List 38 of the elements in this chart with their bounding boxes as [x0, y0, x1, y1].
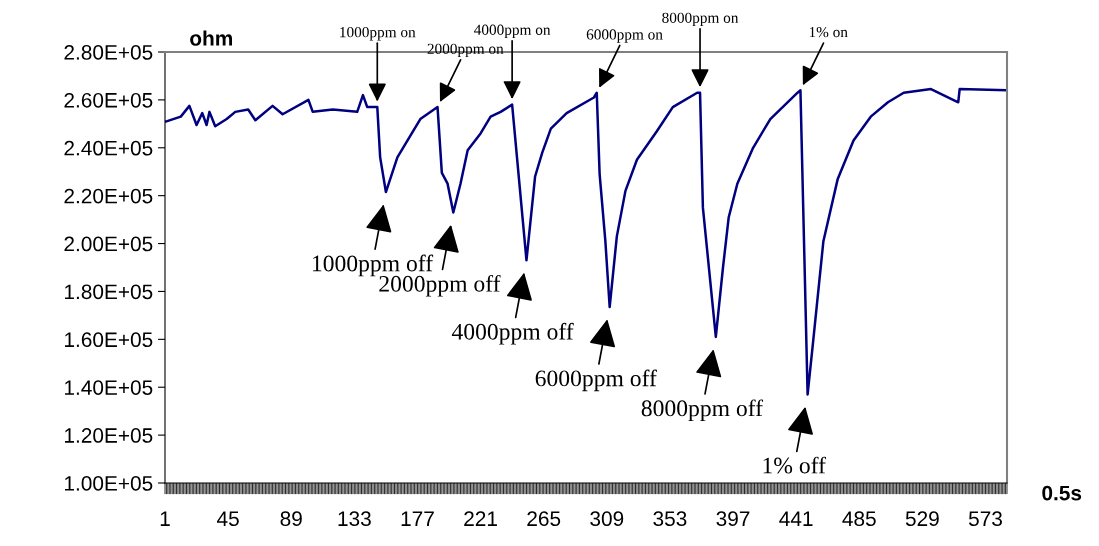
x-tick-label: 529 [905, 511, 939, 527]
x-tick-label: 265 [527, 511, 561, 527]
x-tick-label: 1 [160, 511, 170, 526]
annotation: 4000ppm on [474, 24, 551, 39]
y-tick-label: 1.60E+05 [65, 332, 153, 348]
line-series [165, 87, 1007, 396]
annotation: 1% off [763, 456, 826, 474]
x-tick-label: 177 [401, 511, 434, 526]
y-tick-label: 1.40E+05 [65, 380, 153, 395]
y-tick-label: 2.80E+05 [64, 45, 153, 60]
x-tick-label: 309 [590, 511, 624, 527]
x-tick-label: 573 [968, 511, 1002, 527]
x-tick-label: 89 [280, 511, 302, 527]
annotation: 6000ppm off [535, 369, 657, 392]
x-tick-label: 441 [779, 511, 813, 526]
annotation: 8000ppm on [662, 12, 739, 27]
annotation: 1000ppm on [340, 26, 416, 41]
annotation: 2000ppm on [427, 43, 504, 58]
y-tick-label: 2.40E+05 [64, 140, 153, 156]
y-tick-label: 2.60E+05 [64, 92, 153, 108]
annotation: 1% on [809, 26, 848, 38]
y-tick-label: 2.20E+05 [64, 188, 153, 204]
y-tick-label: 1.00E+05 [65, 476, 153, 491]
x-tick-label: 353 [653, 511, 687, 527]
x-tick-label: 45 [217, 511, 239, 527]
annotation: 4000ppm off [451, 322, 574, 345]
y-tick-label: 2.00E+05 [64, 236, 153, 252]
x-tick-label: 485 [842, 511, 876, 527]
x-tick-label: 133 [338, 511, 371, 527]
annotation: 2000ppm off [379, 274, 501, 297]
annotation: 8000ppm off [641, 399, 764, 422]
y-tick-label: 1.20E+05 [65, 428, 153, 443]
y-axis-title: ohm [190, 30, 233, 46]
x-tick-label: 397 [716, 511, 750, 527]
y-tick-label: 1.80E+05 [65, 284, 153, 300]
x-tick-label: 221 [464, 511, 497, 526]
x-axis-title: 0.5s [1042, 485, 1082, 501]
annotation: 6000ppm on [586, 29, 663, 43]
